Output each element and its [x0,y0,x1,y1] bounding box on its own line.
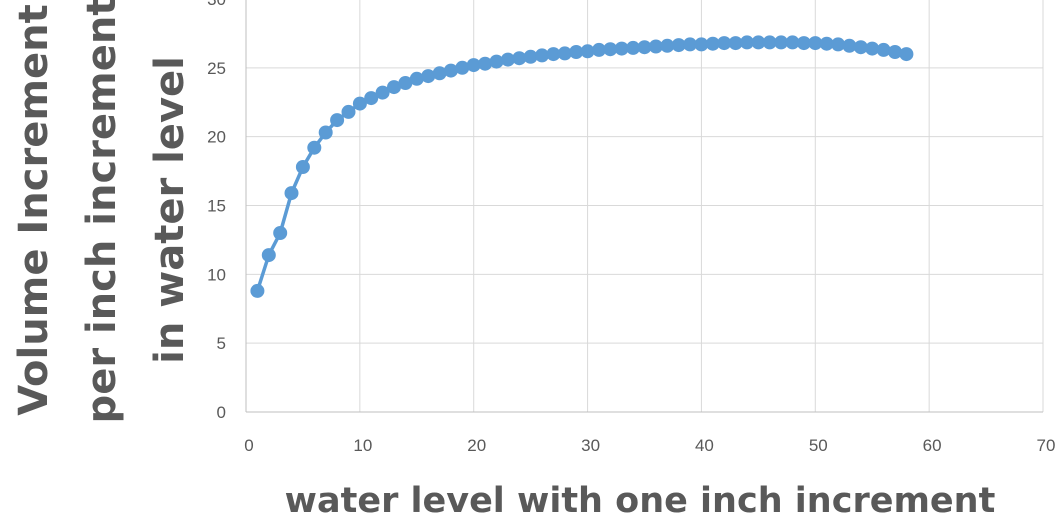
x-tick-label: 0 [244,436,253,455]
series-line [257,42,906,291]
y-axis-title-line-3: in water level [147,56,193,364]
data-point [342,105,356,119]
data-point [273,226,287,240]
y-tick-label: 20 [207,128,226,147]
x-tick-label: 50 [809,436,828,455]
y-axis-title-line-1: Volume Increment [11,4,57,416]
data-point [307,141,321,155]
x-tick-label: 10 [353,436,372,455]
y-axis-title-line-2: per inch increment [79,0,125,423]
data-point [250,284,264,298]
x-tick-label: 60 [923,436,942,455]
data-point [262,248,276,262]
data-point [330,113,344,127]
y-tick-label: 15 [207,197,226,216]
data-point [319,126,333,140]
data-point [296,160,310,174]
data-point [899,47,913,61]
x-tick-label: 20 [467,436,486,455]
x-tick-label: 30 [581,436,600,455]
x-axis-title: water level with one inch increment [285,481,996,521]
y-tick-label: 30 [207,0,226,9]
y-tick-labels: 0 5 10 15 20 25 30 [207,0,226,422]
data-point [285,186,299,200]
y-tick-label: 0 [217,403,226,422]
data-series [250,35,913,298]
x-tick-label: 70 [1037,436,1056,455]
y-tick-label: 25 [207,59,226,78]
x-tick-label: 40 [695,436,714,455]
x-tick-labels: 0 10 20 30 40 50 60 70 [244,436,1055,455]
y-tick-label: 5 [217,334,226,353]
y-tick-label: 10 [207,265,226,284]
